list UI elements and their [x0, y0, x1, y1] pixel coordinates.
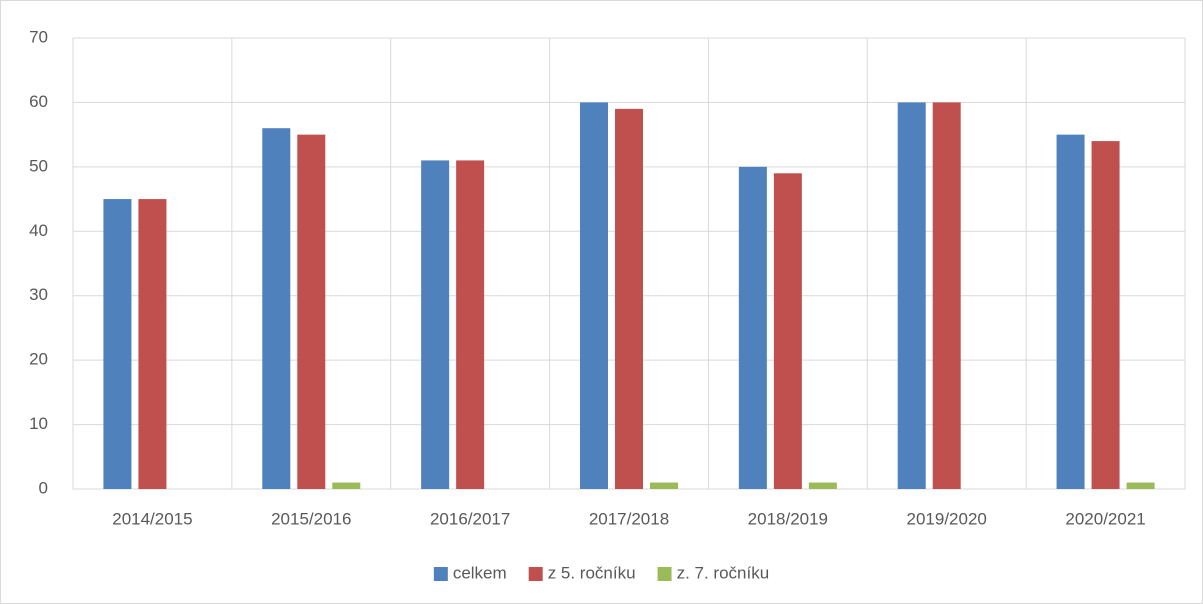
- y-tick-label: 50: [29, 156, 48, 175]
- x-tick-label: 2018/2019: [748, 509, 828, 528]
- x-tick-label: 2015/2016: [271, 509, 351, 528]
- legend-label: z. 7. ročníku: [677, 563, 770, 582]
- legend-label: celkem: [453, 563, 507, 582]
- y-tick-label: 20: [29, 350, 48, 369]
- bar: [421, 160, 450, 489]
- y-tick-label: 30: [29, 285, 48, 304]
- bar: [932, 102, 961, 489]
- bar: [456, 160, 485, 489]
- bar: [1126, 482, 1155, 489]
- bar: [580, 102, 608, 489]
- bar: [332, 482, 361, 489]
- x-tick-label: 2016/2017: [430, 509, 510, 528]
- x-tick-label: 2020/2021: [1065, 509, 1145, 528]
- y-tick-label: 0: [39, 478, 48, 497]
- legend-swatch: [433, 567, 448, 581]
- bar: [262, 128, 291, 489]
- x-tick-label: 2014/2015: [112, 509, 192, 528]
- y-tick-label: 70: [29, 27, 48, 46]
- bar: [1056, 134, 1085, 489]
- bar: [138, 199, 167, 490]
- x-tick-label: 2017/2018: [589, 509, 669, 528]
- x-tick-label: 2019/2020: [907, 509, 987, 528]
- legend-swatch: [657, 567, 672, 581]
- bar: [650, 482, 678, 489]
- y-tick-label: 10: [29, 414, 48, 433]
- y-tick-label: 60: [29, 92, 48, 111]
- bar: [773, 173, 802, 490]
- bar: [808, 482, 837, 489]
- bar: [897, 102, 926, 489]
- bar: [615, 108, 643, 489]
- bar: [1091, 141, 1120, 490]
- legend-swatch: [528, 567, 543, 581]
- legend-label: z 5. ročníku: [548, 563, 636, 582]
- bar: [103, 199, 132, 490]
- y-tick-label: 40: [29, 221, 48, 240]
- bar: [738, 166, 767, 489]
- bar: [297, 134, 326, 489]
